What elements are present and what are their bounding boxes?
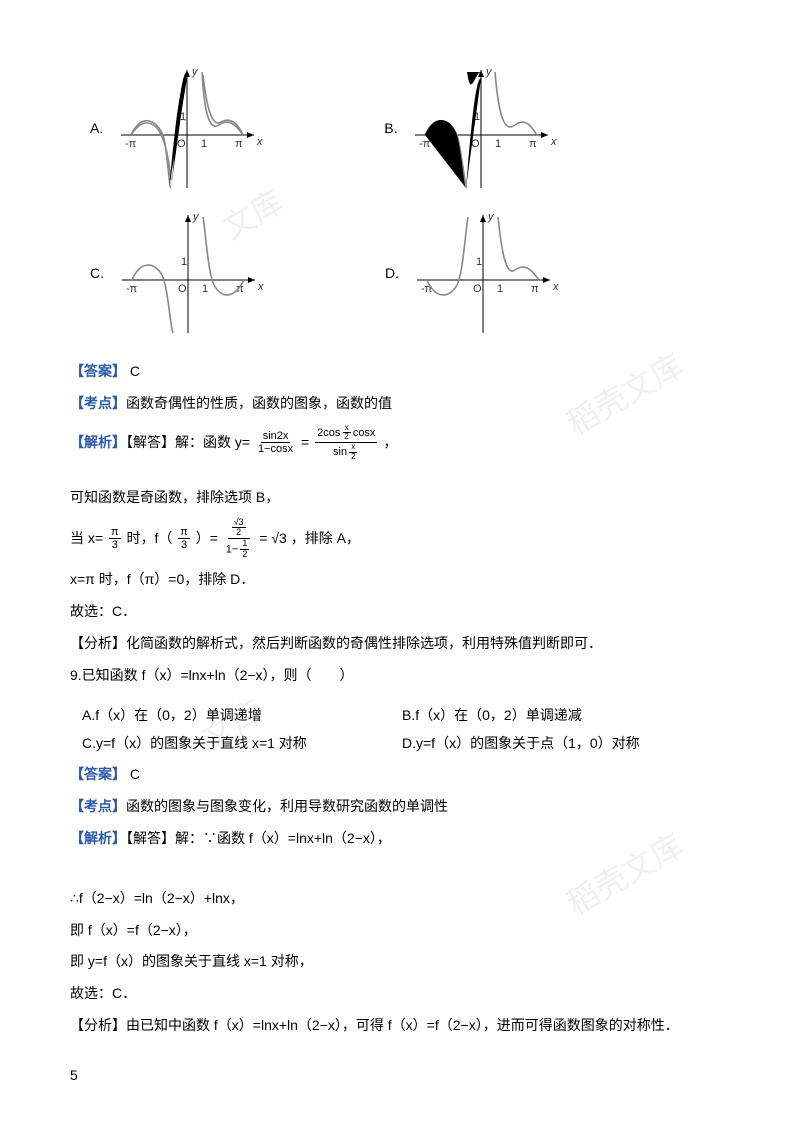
svg-text:y: y [192, 211, 200, 223]
svg-text:x: x [550, 136, 557, 148]
svg-text:O: O [177, 138, 186, 150]
svg-text:-π: -π [421, 283, 433, 295]
q9-options-row2: C.y=f（x）的图象关于直线 x=1 对称 D.y=f（x）的图象关于点（1，… [82, 733, 724, 753]
svg-text:1: 1 [201, 138, 207, 150]
svg-text:x: x [552, 281, 559, 293]
svg-text:O: O [473, 283, 482, 295]
svg-text:-π: -π [125, 138, 137, 150]
q9-line1: ∴f（2−x）=ln（2−x）+lnx， [70, 887, 724, 911]
q9-optB: B.f（x）在（0，2）单调递减 [402, 705, 724, 725]
q8-line1: 可知函数是奇函数，排除选项 B， [70, 486, 724, 510]
svg-text:-π: -π [126, 283, 138, 295]
graph-label-b: B. [384, 120, 397, 136]
kaodian-text: 函数奇偶性的性质，函数的图象，函数的值 [126, 395, 392, 411]
svg-text:π: π [235, 138, 243, 150]
kaodian-label: 【考点】 [70, 395, 126, 411]
graph-label-d: D. [385, 265, 399, 281]
fenxi-text: 化简函数的解析式，然后判断函数的奇偶性排除选项，利用特殊值判断即可． [126, 635, 602, 651]
kaodian-text: 函数的图象与图象变化，利用导数研究函数的单调性 [126, 798, 448, 814]
frac-2: 2cosx2cosx sinx2 [315, 424, 377, 462]
kaodian-label: 【考点】 [70, 798, 126, 814]
q8-line3: x=π 时，f（π）=0，排除 D． [70, 568, 724, 592]
eq: = [301, 433, 313, 449]
jiexi-label: 【解析】 [70, 433, 126, 449]
frac1-den: 1−cosx [256, 443, 295, 455]
jieda-text: 解：∵函数 f（x）=lnx+ln（2−x）， [175, 830, 391, 846]
graph-cell-c: C. y x O 1 1 π -π [90, 205, 265, 340]
graph-d: y x O 1 1 π -π [405, 205, 560, 340]
graph-row-1: A. y x O 1 1 π -π [90, 60, 724, 195]
frac2-den: sinx2 [331, 443, 362, 462]
answer-label: 【答案】 [70, 766, 126, 782]
big-frac: √32 1−12 [224, 518, 254, 561]
answer-value: C [126, 766, 140, 782]
fenxi-text: 由已知中函数 f（x）=lnx+ln（2−x），可得 f（x）=f（2−x），进… [126, 1017, 679, 1033]
q9-line2: 即 f（x）=f（2−x）， [70, 919, 724, 943]
graph-row-2: C. y x O 1 1 π -π D. [90, 205, 724, 340]
graph-cell-a: A. y x O 1 1 π -π [90, 60, 264, 195]
svg-text:y: y [191, 66, 199, 78]
graph-cell-d: D. y x O 1 1 π -π [385, 205, 560, 340]
frac-1: sin2x 1−cosx [256, 430, 295, 455]
jieda-label: 【解答】 [126, 830, 175, 846]
comma: ， [383, 433, 397, 449]
svg-text:1: 1 [497, 283, 503, 295]
frac1-num: sin2x [261, 430, 291, 443]
sqrt3: √3 [271, 530, 286, 546]
svg-text:x: x [257, 281, 264, 293]
q9-options-row1: A.f（x）在（0，2）单调递增 B.f（x）在（0，2）单调递减 [82, 705, 724, 725]
frac2-num: 2cosx2cosx [315, 424, 377, 444]
svg-text:π: π [529, 138, 537, 150]
q8-kaodian: 【考点】函数奇偶性的性质，函数的图象，函数的值 [70, 392, 724, 416]
graph-a: y x O 1 1 π -π [109, 60, 264, 195]
svg-text:O: O [178, 283, 187, 295]
svg-text:y: y [485, 66, 493, 78]
q9-stem: 9.已知函数 f（x）=lnx+ln（2−x），则（ ） [70, 664, 724, 688]
fenxi-label: 【分析】 [70, 635, 126, 651]
q9-optA: A.f（x）在（0，2）单调递增 [82, 705, 402, 725]
svg-text:1: 1 [181, 256, 187, 268]
graph-cell-b: B. y x O 1 1 π -π [384, 60, 558, 195]
answer-value: C [126, 363, 140, 379]
q9-optD: D.y=f（x）的图象关于点（1，0）对称 [402, 733, 724, 753]
svg-text:π: π [531, 283, 539, 295]
graph-b: y x O 1 1 π -π [403, 60, 558, 195]
svg-text:1: 1 [495, 138, 501, 150]
graph-label-c: C. [90, 265, 104, 281]
answer-label: 【答案】 [70, 363, 126, 379]
q8-line4: 故选：C． [70, 600, 724, 624]
svg-text:1: 1 [476, 256, 482, 268]
q9-optC: C.y=f（x）的图象关于直线 x=1 对称 [82, 733, 402, 753]
q9-answer: 【答案】 C [70, 763, 724, 787]
q9-jiexi: 【解析】【解答】解：∵函数 f（x）=lnx+ln（2−x）， [70, 827, 724, 851]
jieda-prefix: 解：函数 y= [175, 433, 254, 449]
graph-label-a: A. [90, 120, 103, 136]
q9-line4: 故选：C． [70, 982, 724, 1006]
page-content: A. y x O 1 1 π -π [70, 60, 724, 1038]
q8-fenxi: 【分析】化简函数的解析式，然后判断函数的奇偶性排除选项，利用特殊值判断即可． [70, 632, 724, 656]
page-number: 5 [70, 1067, 78, 1083]
fenxi-label: 【分析】 [70, 1017, 126, 1033]
q8-answer: 【答案】 C [70, 360, 724, 384]
svg-text:1: 1 [202, 283, 208, 295]
jiexi-label: 【解析】 [70, 830, 126, 846]
q9-line3: 即 y=f（x）的图象关于直线 x=1 对称， [70, 950, 724, 974]
svg-text:y: y [487, 211, 495, 223]
q8-line2: 当 x= π3 时，f（ π3 ）= √32 1−12 = √3 ，排除 A， [70, 518, 724, 561]
graph-c: y x O 1 1 π -π [110, 205, 265, 340]
q8-jiexi-line: 【解析】【解答】解：函数 y= sin2x 1−cosx = 2cosx2cos… [70, 424, 724, 462]
svg-text:x: x [256, 136, 263, 148]
q9-kaodian: 【考点】函数的图象与图象变化，利用导数研究函数的单调性 [70, 795, 724, 819]
jieda-label: 【解答】 [126, 433, 175, 449]
q9-fenxi: 【分析】由已知中函数 f（x）=lnx+ln（2−x），可得 f（x）=f（2−… [70, 1014, 724, 1038]
